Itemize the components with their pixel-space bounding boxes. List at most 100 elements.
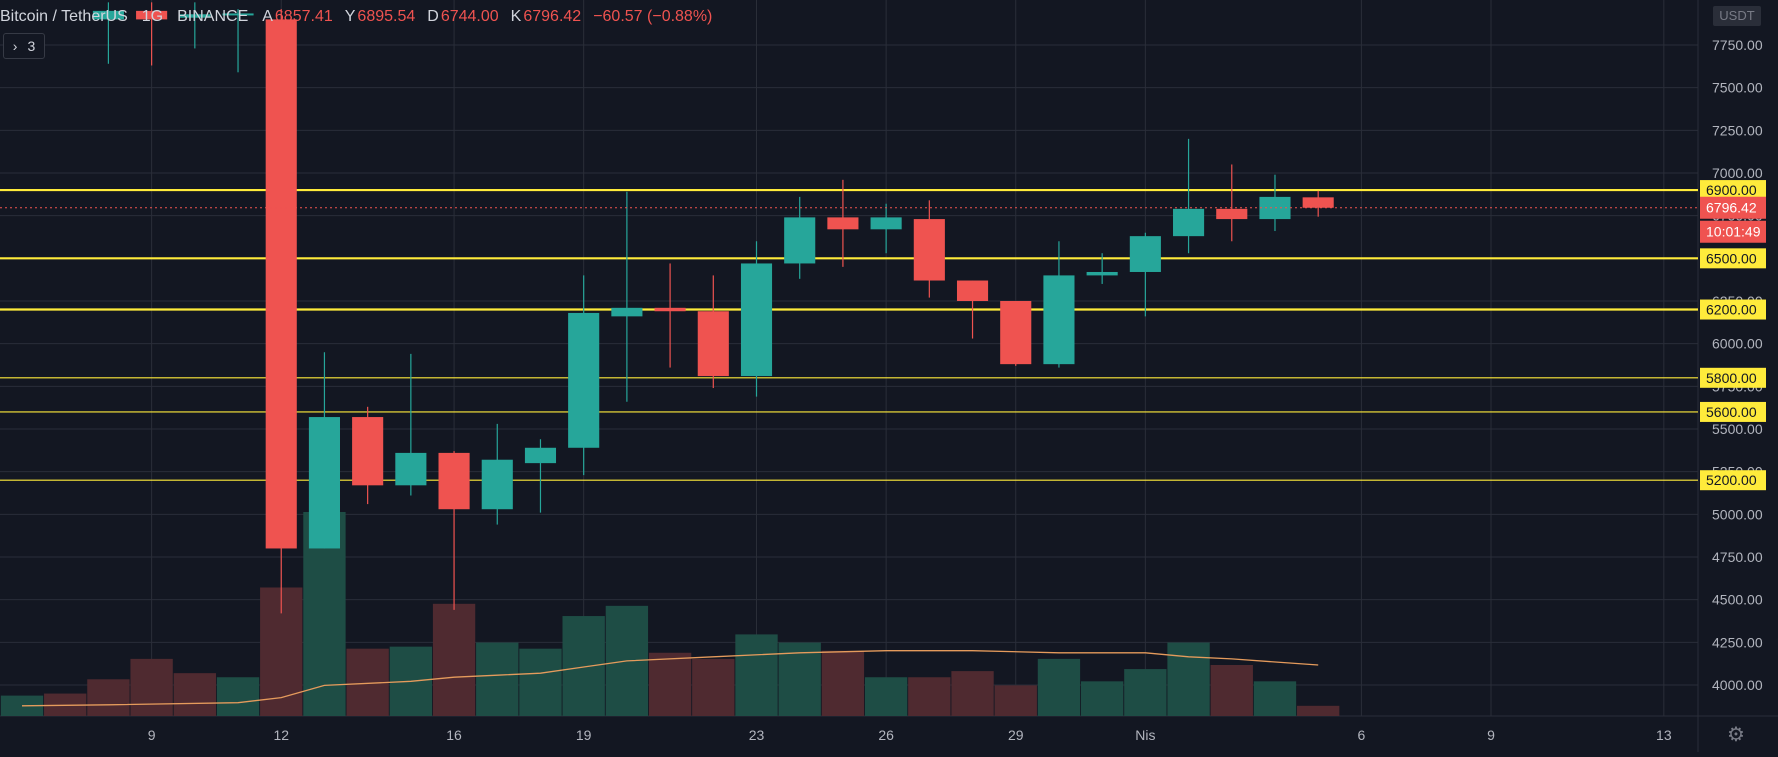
level-price-label: 5600.00 <box>1706 404 1757 420</box>
time-axis-tick: 16 <box>446 727 462 743</box>
volume-bar <box>821 650 865 716</box>
time-axis-tick: 23 <box>749 727 765 743</box>
volume-bar <box>562 616 605 716</box>
price-axis-tick: 7750.00 <box>1712 37 1763 53</box>
candle-body[interactable] <box>1259 196 1291 220</box>
close-value: 6796.42 <box>523 8 582 25</box>
candle-body[interactable] <box>740 263 773 377</box>
volume-bar <box>1253 681 1297 716</box>
high-value: 6895.54 <box>357 8 416 25</box>
volume-bar <box>864 677 908 716</box>
candle-body[interactable] <box>524 447 557 464</box>
level-price-tag <box>1700 180 1766 201</box>
price-axis-tick: 4500.00 <box>1712 592 1763 608</box>
candle-body[interactable] <box>870 217 902 230</box>
candle-body[interactable] <box>352 417 384 486</box>
current-price-tag <box>1700 196 1766 219</box>
volume-bar <box>1167 642 1210 716</box>
time-axis-tick: 26 <box>878 727 894 743</box>
candle-body[interactable] <box>1173 208 1205 237</box>
level-price-label: 6500.00 <box>1706 250 1757 266</box>
time-axis-tick: 19 <box>576 727 592 743</box>
indicator-count: 3 <box>27 38 36 54</box>
open-value: 6857.41 <box>274 8 333 25</box>
candle-body[interactable] <box>179 14 211 18</box>
exchange-label: BINANCE <box>177 8 249 25</box>
volume-bar <box>1037 658 1081 716</box>
volume-bar <box>216 677 260 716</box>
candle-body[interactable] <box>568 312 600 448</box>
price-axis-tick: 7500.00 <box>1712 80 1763 96</box>
candle-body[interactable] <box>438 452 470 510</box>
level-price-tag <box>1700 299 1766 320</box>
volume-bar <box>778 642 821 716</box>
price-axis-tick: 7250.00 <box>1712 122 1763 138</box>
candle-body[interactable] <box>1043 275 1075 365</box>
candle-body[interactable] <box>265 19 297 549</box>
candle-body[interactable] <box>784 217 816 264</box>
candle-body[interactable] <box>956 280 989 301</box>
candle-body[interactable] <box>827 217 859 230</box>
level-price-label: 5200.00 <box>1706 472 1757 488</box>
volume-bar <box>519 648 562 716</box>
volume-bar <box>130 658 173 716</box>
volume-bar <box>1210 665 1253 716</box>
price-axis-tick: 4750.00 <box>1712 549 1763 565</box>
volume-bar <box>87 679 130 716</box>
candle-body[interactable] <box>913 219 945 281</box>
volume-bar <box>432 603 476 716</box>
price-axis-tick: 4000.00 <box>1712 677 1763 693</box>
change-value: −60.57 (−0.88%) <box>593 8 713 25</box>
bar-close-countdown: 10:01:49 <box>1706 224 1761 240</box>
volume-bar <box>1080 681 1124 716</box>
volume-bar <box>476 642 519 716</box>
volume-bar <box>1297 705 1340 716</box>
level-price-tag <box>1700 401 1766 422</box>
volume-bar <box>173 673 216 716</box>
chart-legend: Bitcoin / TetherUS 1G BINANCE A 6857.41 … <box>0 6 718 28</box>
candle-body[interactable] <box>1216 208 1248 220</box>
candle-body[interactable] <box>481 459 513 510</box>
close-label: K <box>510 8 522 25</box>
volume-ma-line <box>21 650 1319 707</box>
currency-unit-badge[interactable]: USDT <box>1713 6 1761 26</box>
candle-body[interactable] <box>1129 236 1161 272</box>
low-value: 6744.00 <box>440 8 499 25</box>
interval-label[interactable]: 1G <box>141 8 164 25</box>
indicators-toggle-button[interactable]: › 3 <box>3 33 45 59</box>
candle-body[interactable] <box>1086 271 1118 276</box>
candle-body[interactable] <box>611 307 643 317</box>
candle-body[interactable] <box>92 10 124 20</box>
candle-body[interactable] <box>654 307 686 312</box>
open-label: A <box>262 8 273 25</box>
current-price-label: 6796.42 <box>1706 200 1757 216</box>
candle-body[interactable] <box>222 13 254 16</box>
level-price-tag <box>1700 248 1766 269</box>
time-axis-tick: 12 <box>273 727 289 743</box>
time-axis-tick: 9 <box>148 727 156 743</box>
level-price-label: 6900.00 <box>1706 182 1757 198</box>
level-price-tag <box>1700 470 1766 491</box>
candle-body[interactable] <box>1000 301 1032 365</box>
time-axis-tick: Nis <box>1135 727 1155 743</box>
volume-bar <box>1124 669 1167 716</box>
time-axis-tick: 9 <box>1487 727 1495 743</box>
price-axis-tick: 7000.00 <box>1712 165 1763 181</box>
symbol-name[interactable]: Bitcoin / TetherUS <box>0 8 128 25</box>
countdown-tag <box>1700 220 1766 243</box>
volume-bar <box>951 671 994 716</box>
volume-bar <box>994 685 1037 716</box>
candle-body[interactable] <box>308 417 340 549</box>
price-axis-tick: 5500.00 <box>1712 421 1763 437</box>
low-label: D <box>427 8 439 25</box>
candle-body[interactable] <box>136 10 168 20</box>
candle-body[interactable] <box>1302 197 1334 208</box>
level-price-label: 5800.00 <box>1706 370 1757 386</box>
gear-icon[interactable]: ⚙ <box>1727 723 1745 746</box>
candle-body[interactable] <box>697 311 729 377</box>
price-axis-tick: 5000.00 <box>1712 506 1763 522</box>
time-axis-tick: 6 <box>1357 727 1365 743</box>
candle-body[interactable] <box>395 452 427 486</box>
